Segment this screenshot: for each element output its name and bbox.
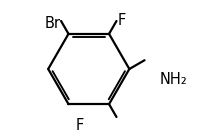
Text: F: F xyxy=(76,118,84,133)
Text: NH₂: NH₂ xyxy=(160,72,188,87)
Text: F: F xyxy=(118,14,126,28)
Text: Br: Br xyxy=(45,16,61,31)
